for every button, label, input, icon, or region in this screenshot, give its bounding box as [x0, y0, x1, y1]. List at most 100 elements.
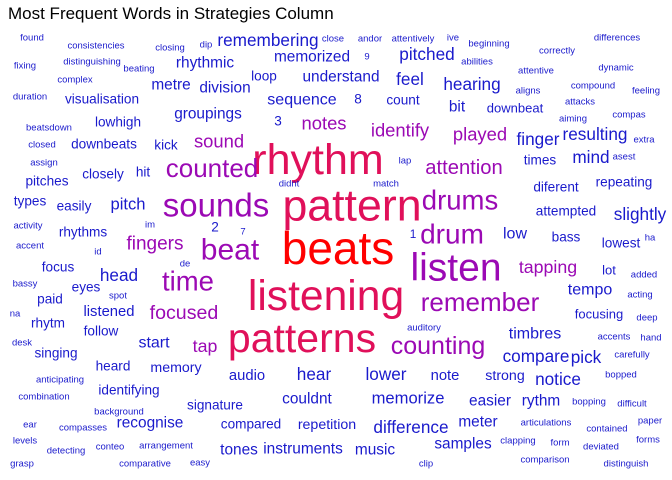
word-attacks: attacks — [565, 97, 595, 108]
word-rhythm: rhythm — [252, 136, 383, 184]
word-counting: counting — [391, 332, 486, 360]
word-downbeats: downbeats — [71, 137, 137, 152]
word-pattern: pattern — [282, 182, 421, 231]
word-acting: acting — [627, 290, 652, 301]
word-bassy: bassy — [13, 279, 38, 290]
word-attempted: attempted — [536, 204, 596, 219]
word-downbeat: downbeat — [487, 101, 544, 116]
word-instruments: instruments — [263, 441, 343, 458]
word-form: form — [551, 438, 570, 449]
word-compas: compas — [612, 110, 646, 121]
word-duration: duration — [13, 92, 47, 103]
word-2: 2 — [211, 220, 219, 235]
word-bopping: bopping — [572, 397, 606, 408]
word-attentively: attentively — [392, 34, 435, 45]
word-tapping: tapping — [519, 257, 577, 277]
word-asest: asest — [613, 152, 636, 163]
word-distinguishing: distinguishing — [63, 57, 121, 68]
word-heard: heard — [96, 359, 131, 374]
word-clip: clip — [419, 459, 433, 470]
word-memorize: memorize — [372, 389, 445, 408]
word-signature: signature — [187, 398, 243, 413]
word-lowest: lowest — [602, 236, 641, 251]
word-easier: easier — [469, 393, 511, 410]
word-forms: forms — [636, 435, 660, 446]
word-sequence: sequence — [267, 92, 336, 109]
word-hearing: hearing — [443, 74, 500, 94]
word-feel: feel — [396, 69, 424, 89]
word-eyes: eyes — [72, 280, 101, 295]
word-bit: bit — [449, 99, 466, 116]
word-tones: tones — [220, 442, 258, 459]
word-repetition: repetition — [298, 417, 356, 433]
word-count: count — [386, 93, 419, 108]
word-pick: pick — [571, 347, 602, 367]
word-beating: beating — [123, 64, 154, 75]
word-dip: dip — [200, 40, 213, 51]
word-singing: singing — [34, 346, 77, 361]
word-difficult: difficult — [617, 399, 647, 410]
word-focusing: focusing — [575, 307, 623, 322]
word-played: played — [453, 124, 507, 145]
word-aligns: aligns — [516, 86, 541, 97]
word-understand: understand — [302, 69, 379, 86]
word-rythm: rythm — [522, 393, 560, 410]
word-paper: paper — [638, 416, 662, 427]
word-aiming: aiming — [559, 114, 587, 125]
word-3: 3 — [274, 114, 282, 129]
word-lot: lot — [602, 263, 616, 278]
word-detecting: detecting — [47, 446, 86, 457]
word-pitched: pitched — [399, 44, 454, 64]
word-bass: bass — [552, 230, 581, 245]
word-finger: finger — [517, 129, 560, 149]
word-patterns: patterns — [228, 315, 376, 361]
word-spot: spot — [109, 291, 127, 302]
word-correctly: correctly — [539, 46, 575, 57]
word-easy: easy — [190, 458, 210, 469]
word-deviated: deviated — [583, 442, 619, 453]
word-activity: activity — [13, 221, 42, 232]
word-de: de — [180, 259, 191, 270]
word-listening: listening — [248, 272, 404, 320]
word-pitches: pitches — [25, 174, 68, 189]
word-deep: deep — [636, 313, 657, 324]
word-resulting: resulting — [563, 124, 628, 144]
word-ha: ha — [645, 233, 656, 244]
word-difference: difference — [373, 417, 448, 437]
word-audio: audio — [229, 368, 265, 384]
word-compared: compared — [221, 417, 281, 432]
word-attention: attention — [425, 157, 502, 179]
word-complex: complex — [57, 75, 93, 86]
word-follow: follow — [84, 324, 119, 339]
word-sound: sound — [194, 131, 244, 152]
word-differences: differences — [594, 33, 641, 44]
word-na: na — [10, 309, 21, 320]
word-drum: drum — [420, 219, 484, 250]
word-articulations: articulations — [521, 418, 572, 429]
word-beat: beat — [201, 234, 260, 267]
word-beatsdown: beatsdown — [26, 123, 72, 134]
word-tap: tap — [193, 336, 218, 356]
word-notes: notes — [302, 113, 347, 134]
word-drums: drums — [422, 185, 498, 216]
word-memory: memory — [150, 360, 202, 376]
word-7: 7 — [240, 227, 245, 238]
word-meter: meter — [458, 414, 497, 431]
word-timbres: timbres — [509, 326, 561, 343]
word-closely: closely — [82, 167, 124, 182]
word-loop: loop — [251, 69, 277, 84]
word-close: close — [322, 34, 344, 45]
word-ive: ive — [447, 33, 459, 44]
word-compasses: compasses — [59, 423, 107, 434]
word-conteo: conteo — [96, 442, 125, 453]
word-paid: paid — [37, 292, 63, 307]
word-easily: easily — [57, 199, 92, 214]
word-closed: closed — [28, 140, 55, 151]
word-abilities: abilities — [461, 57, 493, 68]
word-listen: listen — [410, 247, 501, 290]
chart-title: Most Frequent Words in Strategies Column — [8, 4, 334, 23]
word-closing: closing — [155, 43, 185, 54]
word-8: 8 — [354, 92, 362, 107]
word-bopped: bopped — [605, 370, 637, 381]
